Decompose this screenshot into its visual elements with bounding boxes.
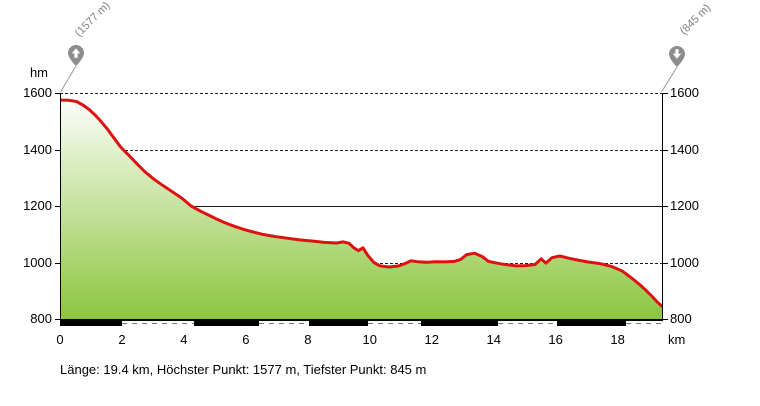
route-summary-text: Länge: 19.4 km, Höchster Punkt: 1577 m, …	[60, 362, 427, 377]
profile-plot-area	[61, 98, 662, 319]
y-tick-label-left-800: 800	[30, 311, 52, 326]
y-tick-right-1600	[663, 93, 668, 94]
gridline-1200	[60, 206, 663, 207]
surface-segment-4	[625, 321, 663, 326]
y-tick-left-1400	[55, 150, 60, 151]
start-marker-icon	[68, 45, 84, 66]
x-tick-label-10: 10	[362, 332, 378, 347]
elevation-area-fill	[61, 100, 662, 319]
x-tick-label-16: 16	[548, 332, 563, 347]
elevation-line	[61, 98, 662, 308]
y-tick-label-right-1600: 1600	[670, 85, 699, 100]
x-tick-label-8: 8	[304, 332, 312, 347]
finish-marker-line	[661, 66, 678, 93]
y-tick-left-1200	[55, 206, 60, 207]
y-tick-label-right-1000: 1000	[670, 255, 699, 270]
y-tick-right-1200	[663, 206, 668, 207]
y-tick-right-800	[663, 319, 668, 320]
surface-segment-0	[122, 321, 194, 326]
x-tick-label-14: 14	[486, 332, 501, 347]
x-tick-label-4: 4	[180, 332, 188, 347]
surface-segment-2	[367, 321, 421, 326]
surface-type-bar	[60, 321, 663, 326]
y-tick-label-right-800: 800	[670, 311, 692, 326]
y-tick-left-1600	[55, 93, 60, 94]
gridline-1400	[60, 150, 663, 151]
y-tick-right-1400	[663, 150, 668, 151]
y-axis-right	[662, 93, 663, 321]
up-arrow-icon	[71, 48, 81, 58]
y-tick-label-left-1400: 1400	[23, 142, 52, 157]
y-tick-right-1000	[663, 263, 668, 264]
surface-segment-3	[498, 321, 558, 326]
finish-marker-icon	[669, 46, 685, 67]
down-arrow-icon	[672, 49, 682, 59]
x-tick-label-12: 12	[424, 332, 439, 347]
x-tick-label-18: 18	[610, 332, 625, 347]
x-axis	[60, 319, 663, 321]
y-axis-unit-label: hm	[29, 65, 48, 80]
y-tick-label-right-1400: 1400	[670, 142, 699, 157]
y-axis-left	[60, 93, 61, 321]
y-tick-left-1000	[55, 263, 60, 264]
y-tick-label-left-1000: 1000	[23, 255, 52, 270]
surface-segment-1	[258, 321, 309, 326]
y-tick-label-left-1600: 1600	[23, 85, 52, 100]
x-axis-unit-label: km	[668, 332, 686, 347]
x-tick-label-6: 6	[242, 332, 250, 347]
x-tick-label-0: 0	[56, 332, 64, 347]
y-tick-label-right-1200: 1200	[670, 198, 699, 213]
gridline-1600	[60, 93, 663, 94]
y-tick-left-800	[55, 319, 60, 320]
x-tick-label-2: 2	[118, 332, 126, 347]
start-marker-line	[60, 65, 77, 93]
y-tick-label-left-1200: 1200	[23, 198, 52, 213]
